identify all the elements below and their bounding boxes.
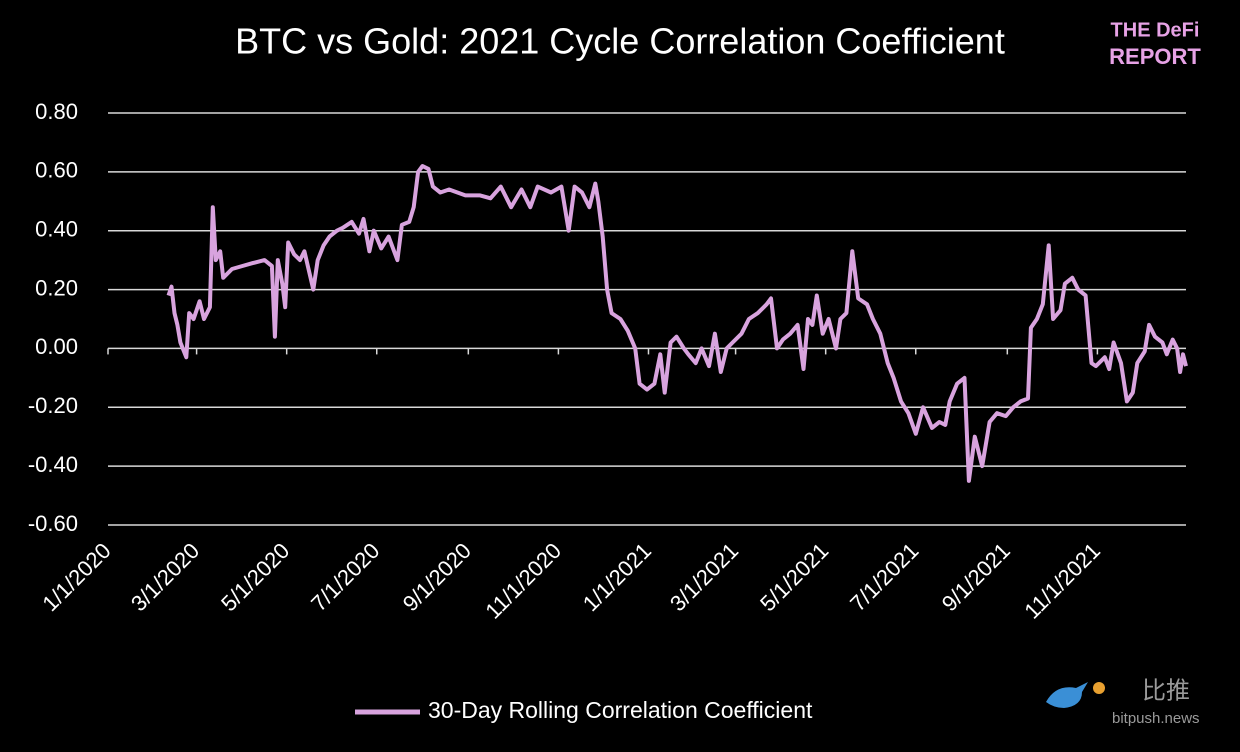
x-tick-label: 9/1/2021 bbox=[937, 538, 1015, 616]
y-tick-label: -0.60 bbox=[28, 511, 78, 536]
x-tick-label: 11/1/2020 bbox=[480, 538, 566, 624]
watermark-url: bitpush.news bbox=[1112, 710, 1200, 727]
x-tick-label: 9/1/2020 bbox=[398, 538, 476, 616]
chart-title: BTC vs Gold: 2021 Cycle Correlation Coef… bbox=[235, 21, 1005, 62]
data-line bbox=[166, 164, 1188, 483]
x-tick-label: 11/1/2021 bbox=[1019, 538, 1105, 624]
logo-bottom: REPORT bbox=[1109, 44, 1201, 69]
y-tick-label: -0.40 bbox=[28, 452, 78, 477]
x-tick-label: 3/1/2021 bbox=[665, 538, 743, 616]
x-tick-label: 7/1/2021 bbox=[845, 538, 923, 616]
y-tick-label: 0.20 bbox=[35, 275, 78, 300]
x-tick-label: 1/1/2021 bbox=[578, 538, 656, 616]
y-tick-label: -0.20 bbox=[28, 393, 78, 418]
x-tick-label: 3/1/2020 bbox=[126, 538, 204, 616]
x-tick-label: 7/1/2020 bbox=[306, 538, 384, 616]
y-tick-label: 0.60 bbox=[35, 158, 78, 183]
watermark-name: 比推 bbox=[1142, 677, 1190, 704]
watermark-bird bbox=[1046, 682, 1088, 708]
x-tick-label: 5/1/2020 bbox=[216, 538, 294, 616]
y-tick-label: 0.00 bbox=[35, 334, 78, 359]
x-tick-label: 1/1/2020 bbox=[37, 538, 115, 616]
watermark-coin bbox=[1093, 682, 1105, 694]
legend-label: 30-Day Rolling Correlation Coefficient bbox=[428, 697, 813, 723]
y-tick-label: 0.40 bbox=[35, 217, 78, 242]
x-tick-label: 5/1/2021 bbox=[755, 538, 833, 616]
logo-top: THE DeFi bbox=[1111, 19, 1200, 41]
y-tick-label: 0.80 bbox=[35, 99, 78, 124]
